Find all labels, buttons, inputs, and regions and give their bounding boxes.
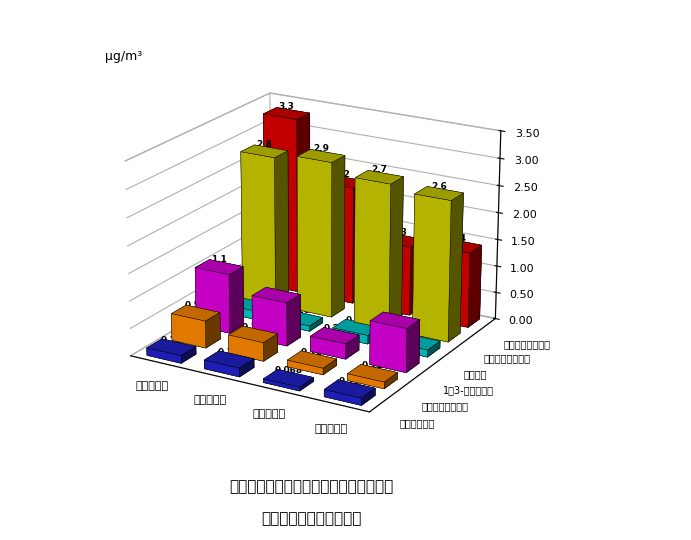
Text: 平成２１年度有害大気汚染物質年平均値: 平成２１年度有害大気汚染物質年平均値 bbox=[229, 479, 393, 494]
Text: μg/m³: μg/m³ bbox=[104, 50, 142, 63]
Text: （非有機塩素系化合物）: （非有機塩素系化合物） bbox=[261, 511, 361, 526]
